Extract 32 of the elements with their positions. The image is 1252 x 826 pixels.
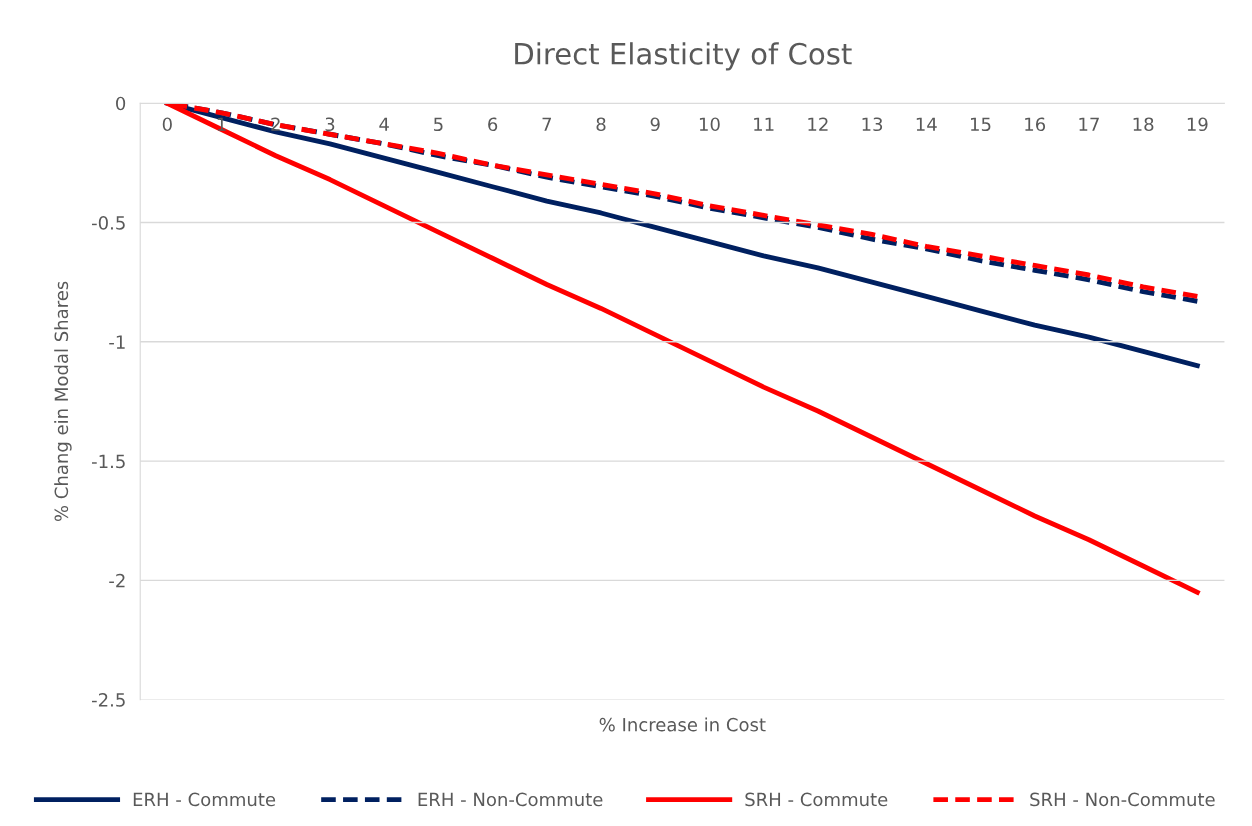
x-tick-label: 17 bbox=[1079, 117, 1099, 131]
x-tick-label: 5 bbox=[434, 117, 443, 132]
x-tick-label: 16 bbox=[1025, 117, 1046, 132]
x-tick-label: 19 bbox=[1187, 117, 1208, 132]
x-tick-label: 12 bbox=[808, 117, 828, 131]
x-tick-label: 4 bbox=[379, 117, 389, 131]
chart-title: Direct Elasticity of Cost bbox=[515, 42, 852, 71]
legend-label: SRH - Non-Commute bbox=[1030, 792, 1215, 807]
x-tick-label: 15 bbox=[971, 117, 991, 132]
x-tick-label: 7 bbox=[542, 117, 552, 131]
x-tick-label: 13 bbox=[862, 117, 883, 132]
x-tick-label: 10 bbox=[699, 117, 720, 132]
y-tick-label: -2 bbox=[109, 573, 125, 588]
x-tick-label: 8 bbox=[596, 117, 606, 132]
x-tick-label: 0 bbox=[162, 117, 172, 132]
y-tick-label: -0.5 bbox=[91, 215, 125, 230]
x-tick-label: 9 bbox=[650, 117, 660, 132]
legend-label: ERH - Commute bbox=[133, 792, 276, 807]
x-tick-label: 2 bbox=[271, 117, 280, 131]
x-tick-label: 11 bbox=[754, 117, 774, 131]
y-tick-label: -2.5 bbox=[91, 693, 125, 707]
legend-label: ERH - Non-Commute bbox=[418, 792, 603, 807]
y-axis-title: % Chang ein Modal Shares bbox=[54, 281, 72, 522]
y-tick-label: -1 bbox=[109, 335, 125, 349]
x-axis-title: % Increase in Cost bbox=[599, 717, 766, 732]
legend-label: SRH - Commute bbox=[745, 792, 888, 807]
y-tick-label: 0 bbox=[116, 96, 126, 111]
x-tick-label: 3 bbox=[325, 117, 335, 132]
y-tick-label: -1.5 bbox=[91, 454, 125, 469]
x-tick-label: 18 bbox=[1133, 117, 1154, 132]
x-tick-label: 14 bbox=[916, 117, 937, 131]
x-tick-label: 6 bbox=[488, 117, 498, 132]
